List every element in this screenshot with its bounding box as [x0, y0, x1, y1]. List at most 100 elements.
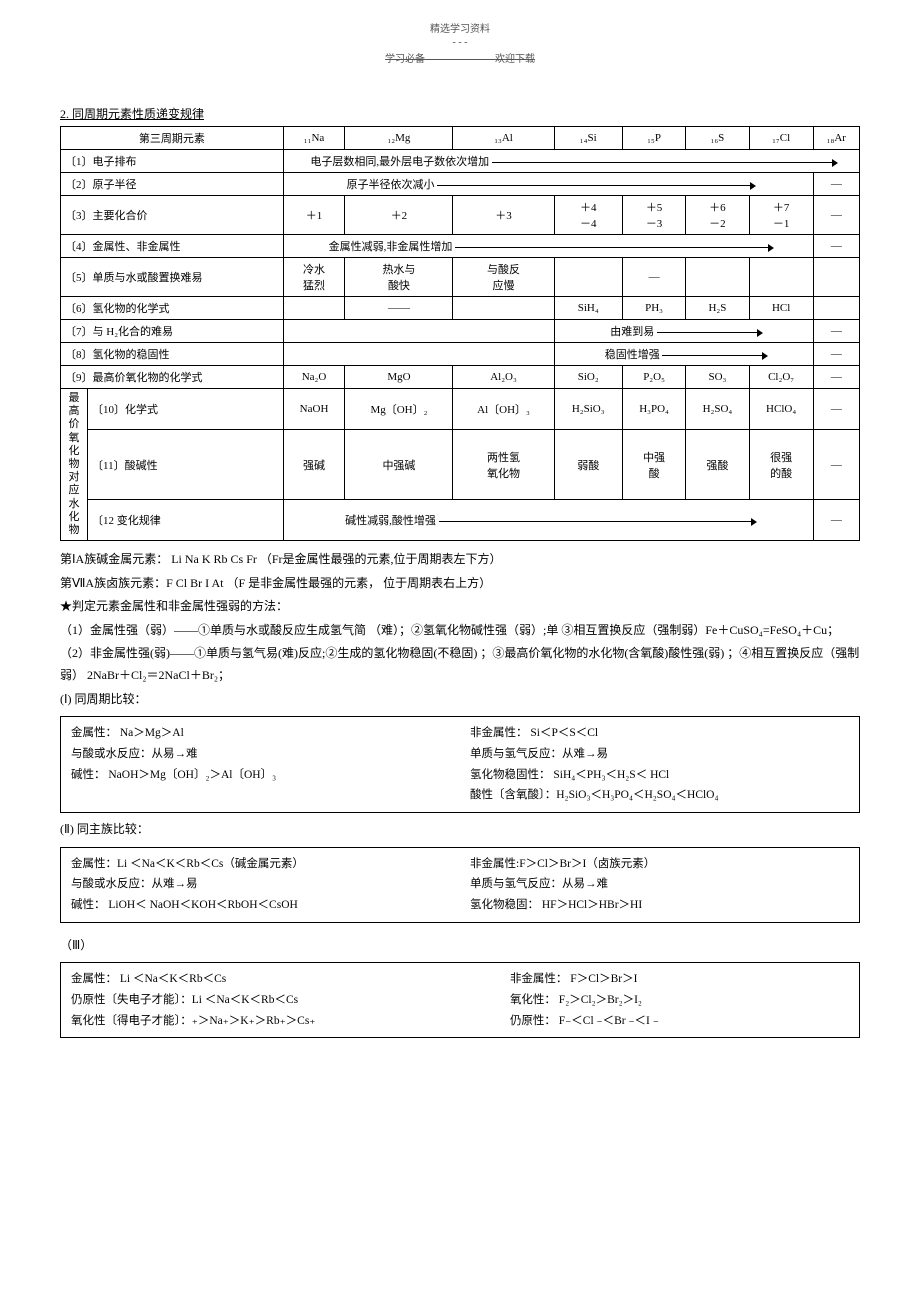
cell: Mg〔OH〕₂: [345, 389, 453, 430]
table-row: 〔2〕原子半径 原子半径依次减小 —: [61, 173, 860, 196]
cell: [283, 343, 554, 366]
compare-left: 金属性： Li ＜Na＜K＜Rb＜Cs 仍原性〔失电子才能〕：Li ＜Na＜K＜…: [61, 963, 500, 1038]
table-row: 第三周期元素 ₁₁Na ₁₂Mg ₁₃Al ₁₄Si ₁₅P ₁₆S ₁₇Cl …: [61, 127, 860, 150]
element-cell: ₁₂Mg: [345, 127, 453, 150]
row-label: 〔12 变化规律: [88, 499, 284, 540]
cell: PH₃: [622, 297, 685, 320]
arrow-cell: 原子半径依次减小: [283, 173, 813, 196]
row-label: 〔4〕金属性、非金属性: [61, 235, 284, 258]
row-label: 〔7〕与 H₂化合的难易: [61, 320, 284, 343]
arrow-text: 原子半径依次减小: [346, 179, 434, 191]
cell: —: [813, 173, 859, 196]
header-text-2: - - -: [60, 37, 860, 48]
cell: ＋2: [345, 196, 453, 235]
row-label: 〔11〕酸碱性: [88, 430, 284, 500]
cell: [813, 297, 859, 320]
table-row: 〔6〕氢化物的化学式 —— SiH₄ PH₃ H₂S HCl: [61, 297, 860, 320]
header-text-1: 精选学习资料: [60, 20, 860, 35]
cell: —: [813, 343, 859, 366]
row-label: 〔5〕单质与水或酸置换难易: [61, 258, 284, 297]
cell: 热水与 酸快: [345, 258, 453, 297]
arrow-cell: 由难到易: [554, 320, 813, 343]
note-text: （1）金属性强（弱）——①单质与水或酸反应生成氢气简 （难）；②氢氧化物碱性强（…: [60, 620, 860, 642]
element-cell: ₁₁Na: [283, 127, 345, 150]
cell: Cl₂O₇: [749, 366, 813, 389]
cell: —: [622, 258, 685, 297]
note-text: （2）非金属性强(弱)——①单质与氢气易(难)反应;②生成的氢化物稳固(不稳固)…: [60, 643, 860, 686]
cell: [453, 297, 554, 320]
compare-table-1: 金属性： Na＞Mg＞Al 与酸或水反应：从易→难 碱性： NaOH＞Mg〔OH…: [60, 716, 860, 813]
cell: 冷水 猛烈: [283, 258, 345, 297]
element-cell: ₁₈Ar: [813, 127, 859, 150]
cell: MgO: [345, 366, 453, 389]
cell: —: [813, 430, 859, 500]
arrow-cell: 金属性减弱,非金属性增加: [283, 235, 813, 258]
compare-right: 非金属性： Si＜P＜S＜Cl 单质与氢气反应：从难→易 氢化物稳固性： SiH…: [460, 717, 860, 813]
compare-title-1: (Ⅰ) 同周期比较：: [60, 689, 860, 711]
cell: Na₂O: [283, 366, 345, 389]
compare-right: 非金属性:F＞Cl＞Br＞I（卤族元素） 单质与氢气反应：从易→难 氢化物稳固：…: [460, 847, 860, 922]
compare-title-2: (Ⅱ) 同主族比较：: [60, 819, 860, 841]
row-label: 〔8〕氢化物的稳固性: [61, 343, 284, 366]
row-label: 〔6〕氢化物的化学式: [61, 297, 284, 320]
cell: [813, 258, 859, 297]
arrow-text: 金属性减弱,非金属性增加: [329, 241, 453, 253]
group-label: 最高价氧化物对应水化物: [61, 389, 88, 541]
cell: SO₃: [686, 366, 749, 389]
arrow-cell: 碱性减弱,酸性增强: [283, 499, 813, 540]
cell: 中强 酸: [622, 430, 685, 500]
element-cell: ₁₄Si: [554, 127, 622, 150]
table-row: 〔9〕最高价氧化物的化学式 Na₂O MgO Al₂O₃ SiO₂ P₂O₅ S…: [61, 366, 860, 389]
cell: 很强 的酸: [749, 430, 813, 500]
arrow-text: 碱性减弱,酸性增强: [345, 515, 436, 527]
row-label: 〔3〕主要化合价: [61, 196, 284, 235]
cell: [283, 297, 345, 320]
cell: ＋4 －4: [554, 196, 622, 235]
table-row: 〔12 变化规律 碱性减弱,酸性增强 —: [61, 499, 860, 540]
cell: 两性氢 氧化物: [453, 430, 554, 500]
table-row: 〔11〕酸碱性 强碱 中强碱 两性氢 氧化物 弱酸 中强 酸 强酸 很强 的酸 …: [61, 430, 860, 500]
cell: 强碱: [283, 430, 345, 500]
cell: —: [813, 389, 859, 430]
cell: —: [813, 320, 859, 343]
table-row: 〔5〕单质与水或酸置换难易 冷水 猛烈 热水与 酸快 与酸反 应慢 —: [61, 258, 860, 297]
cell: [686, 258, 749, 297]
cell: [554, 258, 622, 297]
cell: 强酸: [686, 430, 749, 500]
cell: H₂SiO₃: [554, 389, 622, 430]
table-row: 〔7〕与 H₂化合的难易 由难到易 —: [61, 320, 860, 343]
section-title: 2. 同周期元素性质递变规律: [60, 105, 860, 122]
cell: SiO₂: [554, 366, 622, 389]
note-text: 第ⅦA族卤族元素：F Cl Br I At （F 是非金属性最强的元素， 位于周…: [60, 573, 860, 595]
table-row: 最高价氧化物对应水化物 〔10〕化学式 NaOH Mg〔OH〕₂ Al〔OH〕₃…: [61, 389, 860, 430]
cell: NaOH: [283, 389, 345, 430]
element-cell: ₁₅P: [622, 127, 685, 150]
row-label: 〔2〕原子半径: [61, 173, 284, 196]
cell: —: [813, 366, 859, 389]
cell: [749, 258, 813, 297]
compare-right: 非金属性： F＞Cl＞Br＞I 氧化性： F₂＞Cl₂＞Br₂＞I₂ 仍原性： …: [500, 963, 860, 1038]
row-label: 〔1〕电子排布: [61, 150, 284, 173]
element-cell: ₁₇Cl: [749, 127, 813, 150]
cell: H₂S: [686, 297, 749, 320]
row-label: 〔9〕最高价氧化物的化学式: [61, 366, 284, 389]
cell: ＋6 －2: [686, 196, 749, 235]
header-text-3: 学习必备———————欢迎下载: [60, 50, 860, 65]
compare-left: 金属性： Na＞Mg＞Al 与酸或水反应：从易→难 碱性： NaOH＞Mg〔OH…: [61, 717, 461, 813]
cell: —: [813, 499, 859, 540]
arrow-cell: 稳固性增强: [554, 343, 813, 366]
cell: H₂SO₄: [686, 389, 749, 430]
cell: 弱酸: [554, 430, 622, 500]
element-cell: ₁₆S: [686, 127, 749, 150]
row-label: 〔10〕化学式: [88, 389, 284, 430]
cell: 中强碱: [345, 430, 453, 500]
table-row: 〔4〕金属性、非金属性 金属性减弱,非金属性增加 —: [61, 235, 860, 258]
compare-title-3: （Ⅲ）: [60, 935, 860, 957]
note-text: ★判定元素金属性和非金属性强弱的方法：: [60, 596, 860, 618]
cell: HClO₄: [749, 389, 813, 430]
cell: ＋5 －3: [622, 196, 685, 235]
main-periodic-table: 第三周期元素 ₁₁Na ₁₂Mg ₁₃Al ₁₄Si ₁₅P ₁₆S ₁₇Cl …: [60, 126, 860, 541]
note-text: 第ⅠA族碱金属元素： Li Na K Rb Cs Fr （Fr是金属性最强的元素…: [60, 549, 860, 571]
cell: —: [813, 235, 859, 258]
cell: SiH₄: [554, 297, 622, 320]
